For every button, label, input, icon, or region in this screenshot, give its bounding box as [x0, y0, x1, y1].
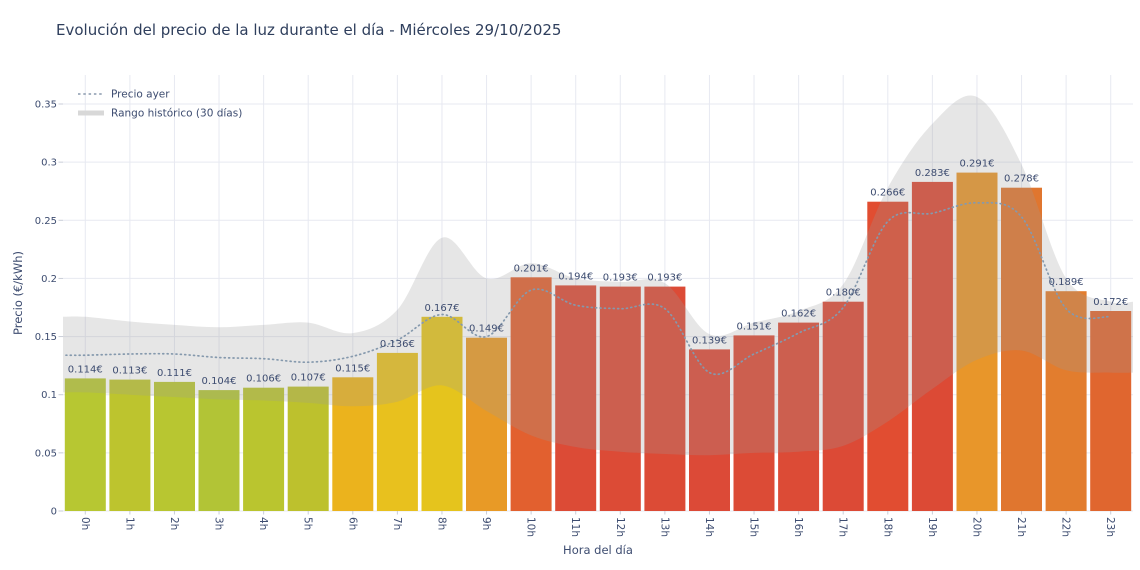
bar-4h [243, 387, 285, 511]
y-tick-label-0.35: 0.35 [35, 100, 57, 111]
bar-value-16h: 0.162€ [781, 309, 816, 320]
bar-13h [644, 286, 686, 511]
y-axis-title: Precio (€/kWh) [11, 251, 25, 335]
legend-label-rango-historico: Rango histórico (30 días) [111, 108, 242, 120]
bar-1h [109, 379, 151, 511]
bar-value-17h: 0.180€ [826, 288, 861, 299]
x-tick-label-15h: 15h [748, 517, 760, 537]
x-tick-label-19h: 19h [926, 517, 938, 537]
bar-value-4h: 0.106€ [246, 374, 281, 385]
bar-8h [421, 316, 463, 511]
bar-0h [64, 378, 106, 511]
x-tick-label-9h: 9h [480, 517, 492, 530]
y-tick-label-0.3: 0.3 [41, 158, 57, 169]
x-axis-title: Hora del día [563, 543, 633, 557]
bar-6h [332, 377, 374, 511]
bar-value-0h: 0.114€ [68, 364, 103, 375]
y-axis-tick-labels: 0 0.05 0.1 0.15 0.2 0.25 0.3 0.35 [35, 100, 57, 518]
bar-2h [154, 381, 195, 511]
bar-value-21h: 0.278€ [1004, 174, 1039, 185]
bar-5h [287, 386, 329, 511]
x-axis-tick-labels: 0h 1h 2h 3h 4h 5h 6h 7h 8h 9h 10h 11h 12h 13h 14h 15h 16… [79, 517, 1116, 537]
x-tick-label-20h: 20h [970, 517, 982, 537]
bar-value-18h: 0.266€ [870, 188, 905, 199]
legend: Precio ayer Rango histórico (30 días) [78, 89, 242, 120]
bar-value-22h: 0.189€ [1049, 277, 1084, 288]
x-tick-label-2h: 2h [168, 517, 180, 530]
bar-value-2h: 0.111€ [157, 368, 192, 379]
bar-7h [376, 352, 418, 511]
bar-value-7h: 0.136€ [380, 339, 415, 350]
bar-value-labels: 0.114€ 0.113€ 0.111€ 0.104€ 0.106€ 0.107€ 0.11… [68, 159, 1128, 388]
bar-3h [198, 390, 240, 511]
x-tick-label-23h: 23h [1104, 517, 1116, 537]
historic-band-area [63, 95, 1133, 456]
x-tick-label-1h: 1h [123, 517, 135, 530]
x-tick-label-3h: 3h [213, 517, 225, 530]
bar-value-9h: 0.149€ [469, 324, 504, 335]
bar-value-5h: 0.107€ [291, 373, 326, 384]
x-tick-label-13h: 13h [658, 517, 670, 537]
x-tick-label-22h: 22h [1060, 517, 1072, 537]
x-tick-label-12h: 12h [614, 517, 626, 537]
bar-22h [1045, 291, 1087, 511]
axis-tick-marks [58, 103, 1112, 515]
bar-value-10h: 0.201€ [514, 263, 549, 274]
y-tick-label-0.1: 0.1 [41, 390, 57, 401]
bar-value-19h: 0.283€ [915, 168, 950, 179]
bar-value-11h: 0.194€ [558, 271, 593, 282]
y-tick-label-0: 0 [51, 507, 57, 518]
bar-18h [867, 201, 909, 511]
x-tick-label-5h: 5h [302, 517, 314, 530]
x-tick-label-14h: 14h [703, 517, 715, 537]
bar-23h [1090, 311, 1132, 511]
bar-value-1h: 0.113€ [112, 366, 147, 377]
bar-11h [555, 285, 597, 511]
x-tick-label-18h: 18h [881, 517, 893, 537]
legend-label-precio-ayer: Precio ayer [111, 89, 170, 101]
bar-17h [822, 301, 864, 511]
bar-16h [778, 322, 820, 511]
bar-value-14h: 0.139€ [692, 335, 727, 346]
x-tick-label-8h: 8h [435, 517, 447, 530]
bar-value-23h: 0.172€ [1093, 297, 1128, 308]
x-tick-label-10h: 10h [525, 517, 537, 537]
bar-12h [599, 286, 641, 511]
bar-10h [510, 277, 552, 511]
bar-value-3h: 0.104€ [202, 376, 237, 387]
y-tick-label-0.2: 0.2 [41, 274, 57, 285]
x-tick-label-4h: 4h [257, 517, 269, 530]
bar-15h [733, 335, 775, 511]
bar-value-20h: 0.291€ [959, 159, 994, 170]
x-tick-label-6h: 6h [346, 517, 358, 530]
y-tick-label-0.15: 0.15 [35, 332, 57, 343]
bar-value-13h: 0.193€ [647, 273, 682, 284]
bar-14h [689, 349, 730, 511]
bar-value-8h: 0.167€ [424, 303, 459, 314]
y-tick-label-0.05: 0.05 [35, 448, 57, 459]
x-tick-label-17h: 17h [837, 517, 849, 537]
yesterday-price-line [65, 201, 1112, 376]
bar-19h [911, 181, 953, 511]
bar-value-15h: 0.151€ [737, 321, 772, 332]
bar-value-6h: 0.115€ [335, 363, 370, 374]
bars [64, 172, 1132, 511]
bar-9h [466, 337, 507, 511]
y-tick-label-0.25: 0.25 [35, 216, 57, 227]
x-tick-label-21h: 21h [1015, 517, 1027, 537]
chart-title: Evolución del precio de la luz durante e… [56, 21, 562, 39]
x-tick-label-7h: 7h [391, 517, 403, 530]
x-tick-label-0h: 0h [79, 517, 91, 530]
bar-20h [956, 172, 998, 511]
x-tick-label-16h: 16h [792, 517, 804, 537]
bar-value-12h: 0.193€ [603, 273, 638, 284]
x-tick-label-11h: 11h [569, 517, 581, 537]
